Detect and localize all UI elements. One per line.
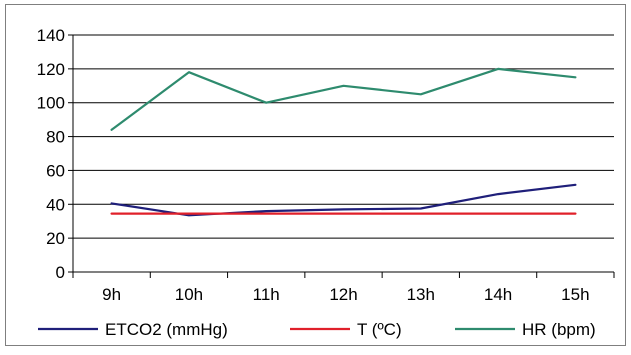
y-tick-label: 20 (46, 229, 65, 248)
series-line-0 (110, 183, 577, 217)
y-tick-label: 120 (37, 60, 65, 79)
y-tick-label: 60 (46, 161, 65, 180)
legend-label-1: T (ºC) (357, 320, 402, 339)
x-tick-label: 12h (329, 285, 357, 304)
gridlines (73, 34, 614, 239)
x-tick-label: 15h (561, 285, 589, 304)
series-line-2 (110, 67, 577, 131)
x-tick-label: 10h (175, 285, 203, 304)
y-tick-label: 140 (37, 26, 65, 45)
x-tick-label: 13h (407, 285, 435, 304)
x-tick-label: 14h (484, 285, 512, 304)
y-tick-label: 40 (46, 195, 65, 214)
x-tick-labels: 9h 10h 11h 12h 13h 14h 15h (102, 285, 589, 304)
legend-label-2: HR (bpm) (522, 320, 596, 339)
axes (68, 34, 615, 278)
legend-label-0: ETCO2 (mmHg) (105, 320, 228, 339)
x-tick-label: 9h (102, 285, 121, 304)
x-tick-label: 11h (253, 285, 280, 304)
y-tick-label: 80 (46, 128, 65, 147)
y-tick-label: 100 (37, 94, 65, 113)
legend: ETCO2 (mmHg) T (ºC) HR (bpm) (38, 320, 596, 339)
series-lines (110, 67, 577, 217)
y-tick-label: 0 (56, 263, 65, 282)
chart-border (5, 4, 626, 346)
y-tick-labels: 0 20 40 60 80 100 120 140 (37, 26, 65, 282)
